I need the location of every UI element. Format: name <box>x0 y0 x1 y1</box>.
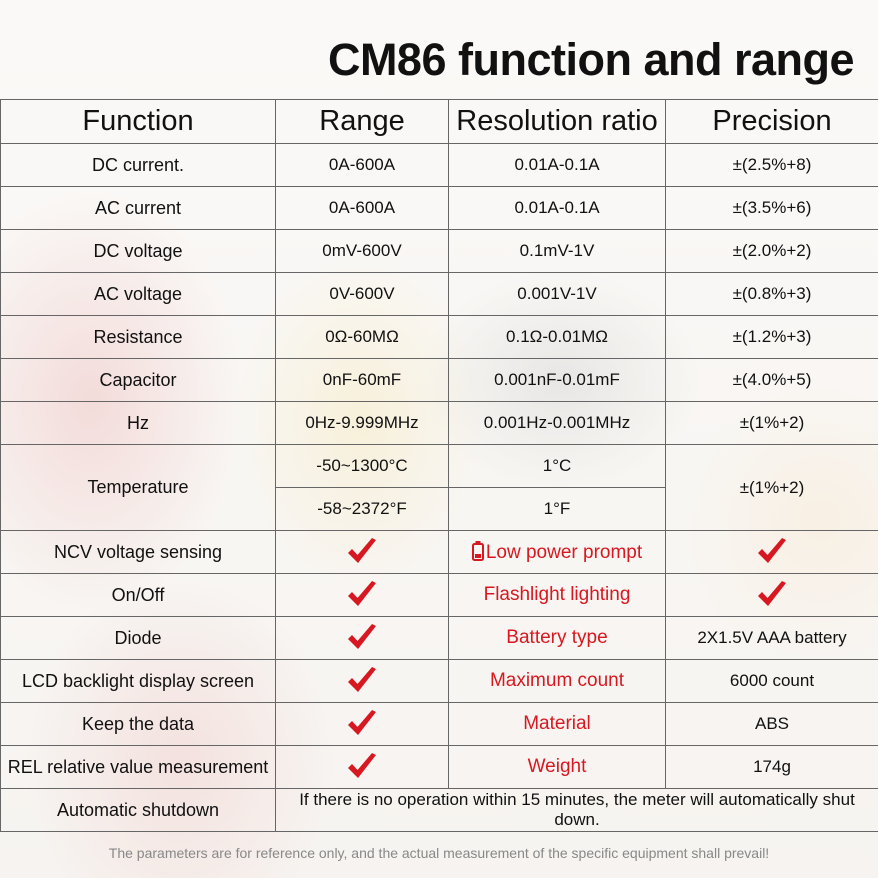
header-precision: Precision <box>665 99 878 144</box>
max-count-label: Maximum count <box>448 659 666 703</box>
table-row-feature: Keep the data Material ABS <box>0 702 878 746</box>
function-cell: Resistance <box>0 315 276 359</box>
table-row: DC voltage 0mV-600V 0.1mV-1V ±(2.0%+2) <box>0 229 878 273</box>
function-cell: AC voltage <box>0 272 276 316</box>
weight-label: Weight <box>448 745 666 789</box>
resolution-cell: 0.001V-1V <box>448 272 666 316</box>
max-count-value: 6000 count <box>665 659 878 703</box>
check-cell <box>275 702 449 746</box>
footnote: The parameters are for reference only, a… <box>108 845 770 861</box>
check-cell <box>665 530 878 574</box>
range-cell: 0A-600A <box>275 186 449 230</box>
check-cell <box>275 530 449 574</box>
range-cell: 0Hz-9.999MHz <box>275 401 449 445</box>
function-cell: AC current <box>0 186 276 230</box>
header-function: Function <box>0 99 276 144</box>
range-cell: 0nF-60mF <box>275 358 449 402</box>
check-cell <box>275 616 449 660</box>
check-icon <box>348 710 376 735</box>
table-row: DC current. 0A-600A 0.01A-0.1A ±(2.5%+8) <box>0 143 878 187</box>
feature-auto-shutdown: Automatic shutdown <box>0 788 276 832</box>
weight-value: 174g <box>665 745 878 789</box>
range-cell: 0Ω-60MΩ <box>275 315 449 359</box>
range-cell-fahrenheit: -58~2372°F <box>275 487 449 531</box>
function-cell: DC current. <box>0 143 276 187</box>
check-icon <box>348 624 376 649</box>
battery-type-value: 2X1.5V AAA battery <box>665 616 878 660</box>
table-row: Hz 0Hz-9.999MHz 0.001Hz-0.001MHz ±(1%+2) <box>0 401 878 445</box>
feature-label-cell: Low power prompt <box>448 530 666 574</box>
feature-diode: Diode <box>0 616 276 660</box>
flashlight-label: Flashlight lighting <box>448 573 666 617</box>
table-row: Resistance 0Ω-60MΩ 0.1Ω-0.01MΩ ±(1.2%+3) <box>0 315 878 359</box>
precision-cell-temperature: ±(1%+2) <box>665 444 878 531</box>
table-row: AC voltage 0V-600V 0.001V-1V ±(0.8%+3) <box>0 272 878 316</box>
range-cell-celsius: -50~1300°C <box>275 444 449 488</box>
feature-ncv: NCV voltage sensing <box>0 530 276 574</box>
precision-cell: ±(2.5%+8) <box>665 143 878 187</box>
feature-lcd: LCD backlight display screen <box>0 659 276 703</box>
resolution-cell: 0.1Ω-0.01MΩ <box>448 315 666 359</box>
table-row-feature: LCD backlight display screen Maximum cou… <box>0 659 878 703</box>
resolution-cell: 0.01A-0.1A <box>448 143 666 187</box>
table-row-temperature-f: -58~2372°F 1°F <box>1 487 878 531</box>
table-header-row: Function Range Resolution ratio Precisio… <box>0 99 878 144</box>
precision-cell: ±(1%+2) <box>665 401 878 445</box>
check-cell <box>275 573 449 617</box>
table-row: AC current 0A-600A 0.01A-0.1A ±(3.5%+6) <box>0 186 878 230</box>
battery-icon <box>471 540 484 561</box>
check-icon <box>348 581 376 606</box>
precision-cell: ±(4.0%+5) <box>665 358 878 402</box>
low-power-label: Low power prompt <box>485 541 643 563</box>
table-row-feature: On/Off Flashlight lighting <box>0 573 878 617</box>
precision-cell: ±(2.0%+2) <box>665 229 878 273</box>
check-cell <box>275 745 449 789</box>
precision-cell: ±(1.2%+3) <box>665 315 878 359</box>
table-row-feature: NCV voltage sensing Low power prompt <box>0 530 878 574</box>
table-row-temperature-c: Temperature -50~1300°C 1°C ±(1%+2) <box>0 444 878 531</box>
battery-type-label: Battery type <box>448 616 666 660</box>
table-row-feature: REL relative value measurement Weight 17… <box>0 745 878 789</box>
page-title: CM86 function and range <box>327 34 855 85</box>
range-cell: 0A-600A <box>275 143 449 187</box>
precision-cell: ±(3.5%+6) <box>665 186 878 230</box>
check-icon <box>758 538 786 563</box>
check-cell <box>665 573 878 617</box>
range-cell: 0V-600V <box>275 272 449 316</box>
auto-shutdown-value: If there is no operation within 15 minut… <box>275 788 878 832</box>
precision-cell: ±(0.8%+3) <box>665 272 878 316</box>
material-label: Material <box>448 702 666 746</box>
feature-onoff: On/Off <box>0 573 276 617</box>
check-icon <box>758 581 786 606</box>
resolution-cell: 0.001nF-0.01mF <box>448 358 666 402</box>
table-row-feature: Automatic shutdown If there is no operat… <box>0 788 878 832</box>
resolution-cell-fahrenheit: 1°F <box>448 487 666 531</box>
material-value: ABS <box>665 702 878 746</box>
table-row-feature: Diode Battery type 2X1.5V AAA battery <box>0 616 878 660</box>
function-cell: DC voltage <box>0 229 276 273</box>
feature-rel: REL relative value measurement <box>0 745 276 789</box>
check-icon <box>348 667 376 692</box>
range-cell: 0mV-600V <box>275 229 449 273</box>
resolution-cell: 0.1mV-1V <box>448 229 666 273</box>
check-icon <box>348 538 376 563</box>
function-cell: Hz <box>0 401 276 445</box>
feature-keep-data: Keep the data <box>0 702 276 746</box>
resolution-cell-celsius: 1°C <box>448 444 666 488</box>
check-cell <box>275 659 449 703</box>
check-icon <box>348 753 376 778</box>
resolution-cell: 0.001Hz-0.001MHz <box>448 401 666 445</box>
function-cell: Capacitor <box>0 358 276 402</box>
header-range: Range <box>275 99 449 144</box>
header-resolution: Resolution ratio <box>448 99 666 144</box>
spec-table: Function Range Resolution ratio Precisio… <box>0 99 878 832</box>
resolution-cell: 0.01A-0.1A <box>448 186 666 230</box>
function-cell-temperature: Temperature <box>0 444 276 531</box>
table-row: Capacitor 0nF-60mF 0.001nF-0.01mF ±(4.0%… <box>0 358 878 402</box>
